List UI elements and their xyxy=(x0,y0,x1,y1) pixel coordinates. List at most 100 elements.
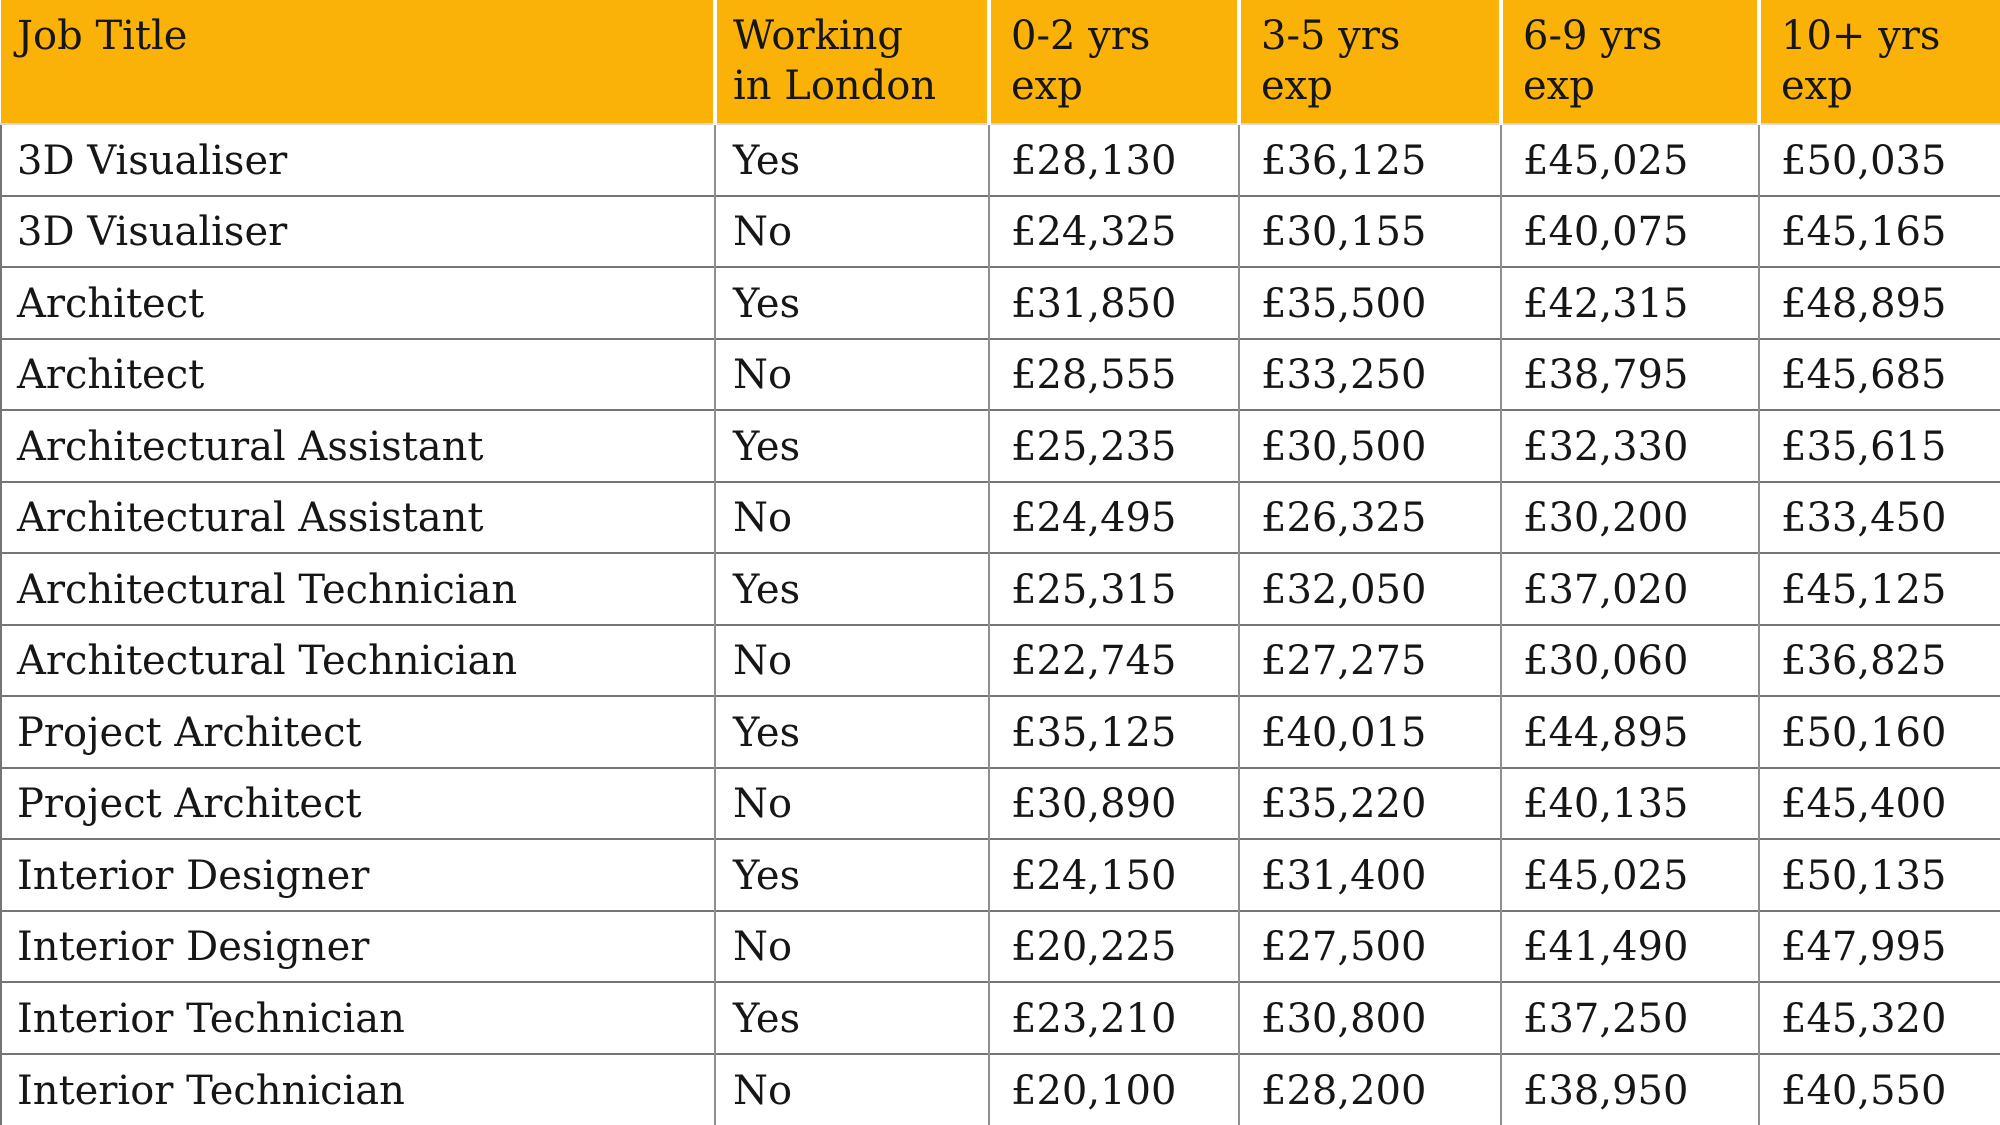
table-row: Architectural Technician Yes £25,315 £32,05… xyxy=(0,552,2000,625)
header-exp-10plus: 10+ yrs exp xyxy=(1757,0,2000,125)
london-cell: Yes xyxy=(714,981,989,1054)
job-title-cell: Architectural Assistant xyxy=(0,409,715,482)
salary-cell-6-9: £30,060 xyxy=(1500,623,1759,696)
job-title-cell: Architect xyxy=(0,337,715,410)
salary-cell-6-9: £32,330 xyxy=(1500,409,1759,482)
london-cell: Yes xyxy=(714,266,989,339)
table-row: Architect Yes £31,850 £35,500 £42,315 £48,895 xyxy=(0,266,2000,339)
job-title-cell: Project Architect xyxy=(0,695,715,768)
salary-cell-3-5: £31,400 xyxy=(1238,838,1501,911)
salary-cell-6-9: £45,025 xyxy=(1500,123,1759,196)
salary-cell-10plus: £48,895 xyxy=(1758,266,2000,339)
london-cell: No xyxy=(714,909,989,982)
salary-cell-10plus: £45,400 xyxy=(1758,766,2000,839)
salary-cell-6-9: £40,135 xyxy=(1500,766,1759,839)
london-cell: Yes xyxy=(714,695,989,768)
salary-cell-3-5: £27,500 xyxy=(1238,909,1501,982)
job-title-cell: Interior Designer xyxy=(0,838,715,911)
job-title-cell: Project Architect xyxy=(0,766,715,839)
salary-cell-0-2: £24,325 xyxy=(988,194,1239,267)
salary-cell-3-5: £30,500 xyxy=(1238,409,1501,482)
salary-cell-10plus: £50,035 xyxy=(1758,123,2000,196)
salary-cell-3-5: £30,800 xyxy=(1238,981,1501,1054)
header-job-title: Job Title xyxy=(1,0,715,125)
salary-cell-10plus: £35,615 xyxy=(1758,409,2000,482)
salary-cell-0-2: £20,100 xyxy=(988,1052,1239,1125)
salary-cell-3-5: £35,220 xyxy=(1238,766,1501,839)
job-title-cell: Architectural Technician xyxy=(0,552,715,625)
table-row: 3D Visualiser Yes £28,130 £36,125 £45,025 £50… xyxy=(0,123,2000,196)
salary-cell-10plus: £45,165 xyxy=(1758,194,2000,267)
job-title-cell: Interior Technician xyxy=(0,1052,715,1125)
salary-cell-3-5: £27,275 xyxy=(1238,623,1501,696)
salary-cell-6-9: £41,490 xyxy=(1500,909,1759,982)
table-body: 3D Visualiser Yes £28,130 £36,125 £45,025 £50… xyxy=(0,123,2000,1125)
salary-cell-0-2: £24,495 xyxy=(988,480,1239,553)
salary-cell-0-2: £28,130 xyxy=(988,123,1239,196)
salary-cell-10plus: £47,995 xyxy=(1758,909,2000,982)
header-row: Job Title Working in London 0-2 yrs exp … xyxy=(1,0,2000,125)
salary-cell-6-9: £45,025 xyxy=(1500,838,1759,911)
header-exp-6-9: 6-9 yrs exp xyxy=(1499,0,1759,125)
table-row: Interior Designer Yes £24,150 £31,400 £45,02… xyxy=(0,838,2000,911)
job-title-cell: Interior Technician xyxy=(0,981,715,1054)
salary-cell-10plus: £50,135 xyxy=(1758,838,2000,911)
salary-cell-3-5: £35,500 xyxy=(1238,266,1501,339)
table-row: Architect No £28,555 £33,250 £38,795 £45,685 xyxy=(0,337,2000,410)
salary-cell-0-2: £30,890 xyxy=(988,766,1239,839)
salary-cell-0-2: £23,210 xyxy=(988,981,1239,1054)
london-cell: Yes xyxy=(714,123,989,196)
salary-cell-0-2: £24,150 xyxy=(988,838,1239,911)
table-row: Architectural Assistant No £24,495 £26,325 £… xyxy=(0,480,2000,553)
job-title-cell: Architect xyxy=(0,266,715,339)
salary-cell-6-9: £38,795 xyxy=(1500,337,1759,410)
london-cell: No xyxy=(714,337,989,410)
salary-cell-0-2: £31,850 xyxy=(988,266,1239,339)
salary-cell-3-5: £28,200 xyxy=(1238,1052,1501,1125)
salary-cell-6-9: £44,895 xyxy=(1500,695,1759,768)
london-cell: No xyxy=(714,480,989,553)
london-cell: Yes xyxy=(714,838,989,911)
salary-cell-3-5: £32,050 xyxy=(1238,552,1501,625)
london-cell: Yes xyxy=(714,409,989,482)
salary-cell-10plus: £50,160 xyxy=(1758,695,2000,768)
salary-cell-6-9: £38,950 xyxy=(1500,1052,1759,1125)
table-row: Interior Technician Yes £23,210 £30,800 £37,… xyxy=(0,981,2000,1054)
salary-cell-0-2: £22,745 xyxy=(988,623,1239,696)
salary-cell-0-2: £25,235 xyxy=(988,409,1239,482)
salary-cell-10plus: £45,685 xyxy=(1758,337,2000,410)
london-cell: No xyxy=(714,766,989,839)
london-cell: No xyxy=(714,1052,989,1125)
salary-cell-0-2: £25,315 xyxy=(988,552,1239,625)
job-title-cell: 3D Visualiser xyxy=(0,123,715,196)
table-row: Interior Technician No £20,100 £28,200 £38,9… xyxy=(0,1052,2000,1125)
salary-cell-3-5: £30,155 xyxy=(1238,194,1501,267)
london-cell: No xyxy=(714,623,989,696)
job-title-cell: 3D Visualiser xyxy=(0,194,715,267)
salary-cell-6-9: £40,075 xyxy=(1500,194,1759,267)
job-title-cell: Architectural Technician xyxy=(0,623,715,696)
salary-cell-6-9: £37,020 xyxy=(1500,552,1759,625)
job-title-cell: Architectural Assistant xyxy=(0,480,715,553)
header-working-in-london: Working in London xyxy=(713,0,989,125)
london-cell: Yes xyxy=(714,552,989,625)
salary-cell-3-5: £36,125 xyxy=(1238,123,1501,196)
table-row: Project Architect Yes £35,125 £40,015 £44,89… xyxy=(0,695,2000,768)
salary-cell-0-2: £35,125 xyxy=(988,695,1239,768)
table-row: Interior Designer No £20,225 £27,500 £41,490… xyxy=(0,909,2000,982)
salary-cell-6-9: £42,315 xyxy=(1500,266,1759,339)
salary-cell-3-5: £40,015 xyxy=(1238,695,1501,768)
salary-cell-10plus: £40,550 xyxy=(1758,1052,2000,1125)
salary-cell-10plus: £45,125 xyxy=(1758,552,2000,625)
header-exp-3-5: 3-5 yrs exp xyxy=(1237,0,1501,125)
table-row: Architectural Technician No £22,745 £27,275… xyxy=(0,623,2000,696)
salary-cell-10plus: £36,825 xyxy=(1758,623,2000,696)
salary-cell-10plus: £33,450 xyxy=(1758,480,2000,553)
salary-cell-0-2: £28,555 xyxy=(988,337,1239,410)
header-exp-0-2: 0-2 yrs exp xyxy=(987,0,1239,125)
salary-cell-6-9: £30,200 xyxy=(1500,480,1759,553)
salary-cell-0-2: £20,225 xyxy=(988,909,1239,982)
salary-cell-10plus: £45,320 xyxy=(1758,981,2000,1054)
